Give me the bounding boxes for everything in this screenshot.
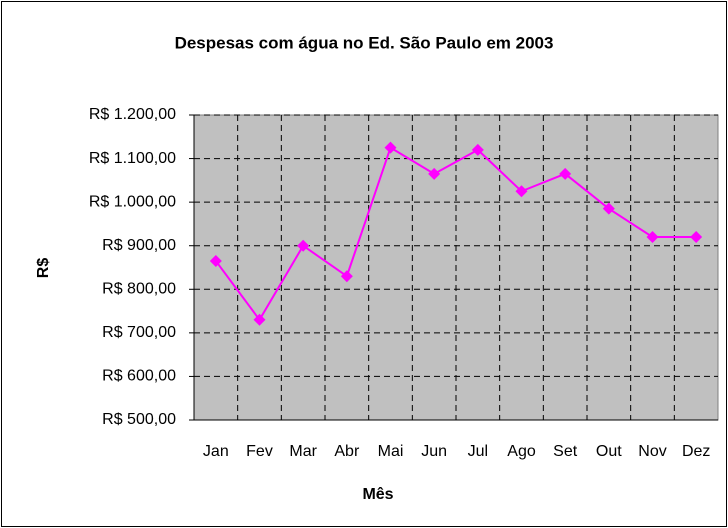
data-point (253, 313, 266, 326)
x-tick-label: Mar (289, 443, 317, 460)
x-tick-label: Mai (378, 443, 404, 460)
x-tick-label: Out (596, 443, 622, 460)
x-tick-label: Dez (682, 443, 710, 460)
x-tick-label: Nov (638, 443, 666, 460)
y-axis-title: R$ (35, 258, 52, 279)
data-point (209, 254, 222, 267)
x-tick-label: Ago (507, 443, 536, 460)
data-point (690, 231, 703, 243)
y-tick-label: R$ 1.200,00 (89, 106, 176, 123)
y-tick-label: R$ 600,00 (102, 368, 176, 385)
data-point (559, 167, 572, 180)
y-tick-label: R$ 500,00 (102, 411, 176, 428)
x-tick-label: Jul (468, 443, 488, 460)
data-point (471, 143, 484, 156)
y-tick-label: R$ 1.000,00 (89, 193, 176, 210)
x-tick-label: Set (553, 443, 578, 460)
data-point (340, 270, 353, 283)
data-point (384, 141, 397, 154)
data-point (646, 231, 659, 243)
x-tick-label: Fev (246, 443, 273, 460)
data-point (428, 167, 441, 180)
x-axis-title: Mês (362, 486, 393, 503)
data-line (215, 146, 697, 322)
x-tick-label: Jun (421, 443, 447, 460)
data-point (602, 202, 615, 215)
y-tick-label: R$ 700,00 (102, 324, 176, 341)
y-tick-label: R$ 1.100,00 (89, 150, 176, 167)
data-point (515, 185, 528, 198)
y-tick-label: R$ 900,00 (102, 237, 176, 254)
x-tick-label: Jan (203, 443, 229, 460)
y-tick-label: R$ 800,00 (102, 281, 176, 298)
chart-title: Despesas com água no Ed. São Paulo em 20… (175, 33, 554, 52)
data-point (297, 239, 310, 252)
x-tick-label: Abr (334, 443, 360, 460)
